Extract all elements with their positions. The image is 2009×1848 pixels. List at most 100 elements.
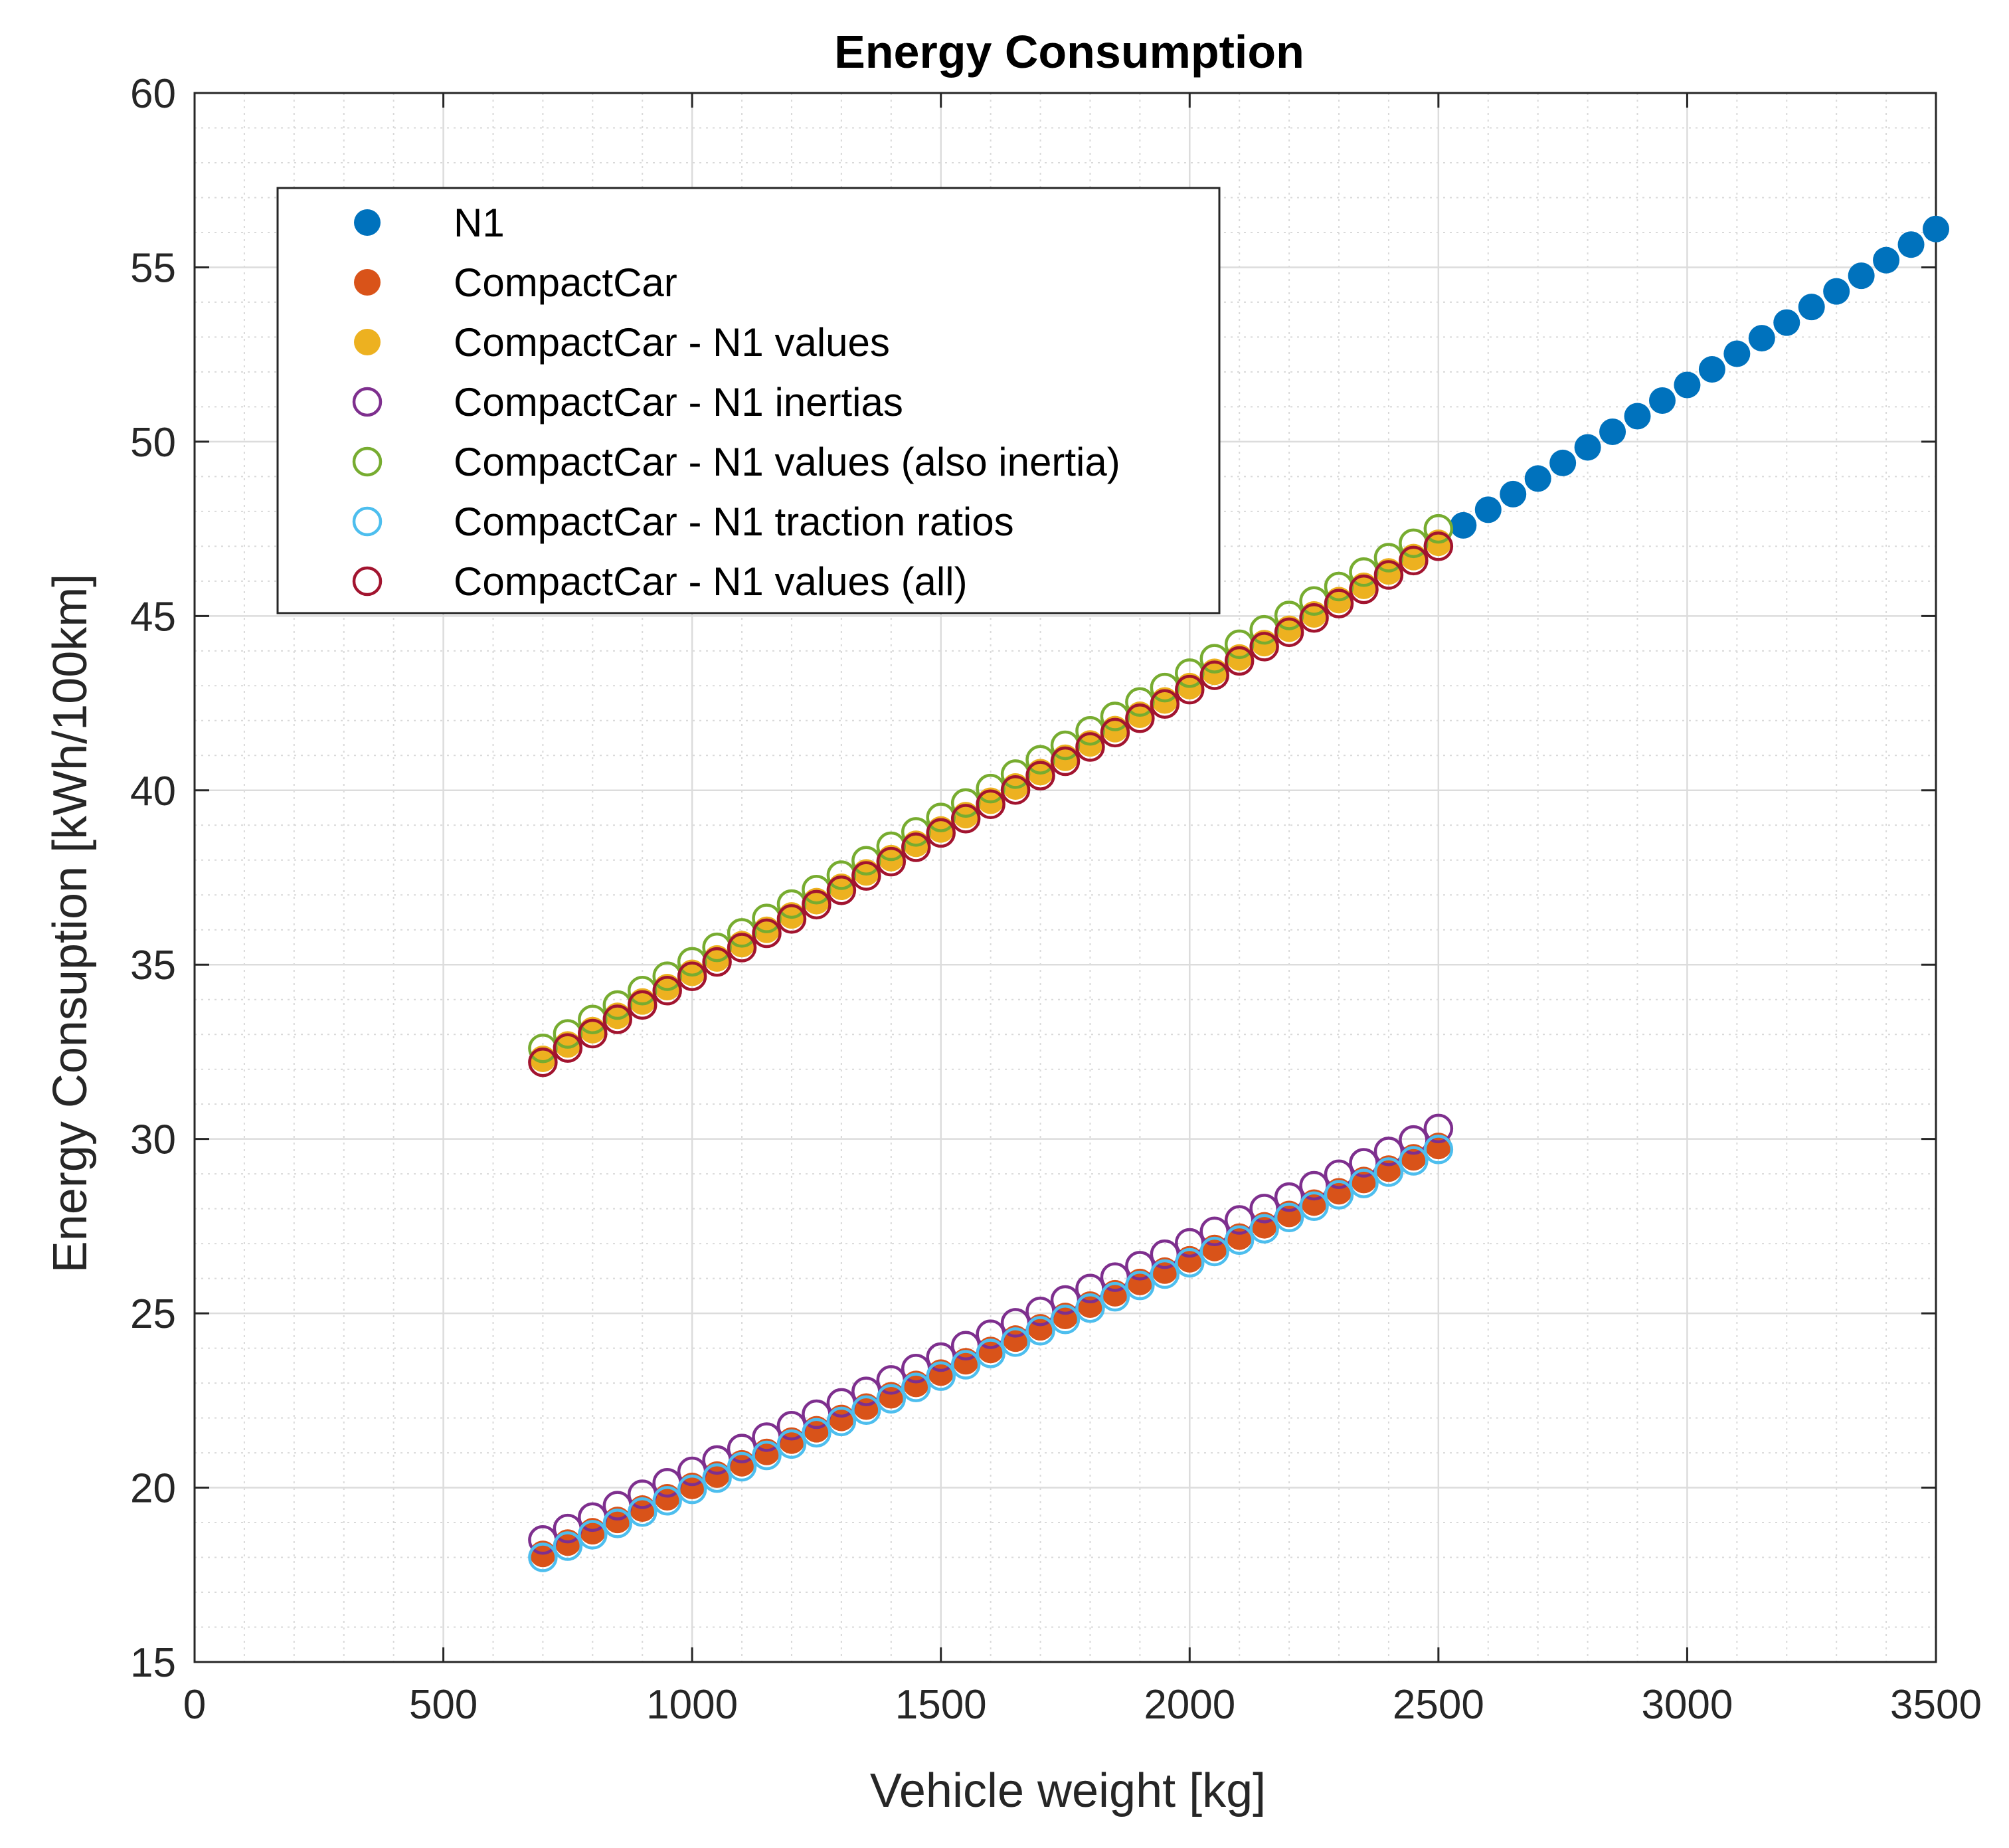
legend-label: CompactCar <box>454 260 677 305</box>
legend-marker <box>354 269 381 296</box>
data-point <box>1000 759 1031 789</box>
data-point <box>1399 1146 1429 1176</box>
legend-marker <box>352 387 383 417</box>
x-tick-label: 2500 <box>1393 1682 1484 1728</box>
data-point <box>1698 356 1725 383</box>
data-point <box>826 860 857 890</box>
data-point <box>1773 309 1800 336</box>
data-point <box>1450 511 1477 539</box>
data-point <box>776 904 807 934</box>
data-point <box>826 875 857 905</box>
data-point <box>1274 1202 1304 1233</box>
data-point <box>578 1004 608 1034</box>
y-tick-label: 35 <box>130 943 176 988</box>
data-point <box>926 802 956 832</box>
x-tick-label: 500 <box>409 1682 478 1728</box>
legend-entry: CompactCar - N1 inertias <box>352 380 903 424</box>
data-point <box>1324 1180 1354 1210</box>
data-point <box>1798 294 1825 321</box>
data-point <box>727 933 757 963</box>
x-tick-label: 3000 <box>1641 1682 1733 1728</box>
data-point <box>876 1384 907 1414</box>
data-point <box>776 1429 807 1459</box>
data-point <box>1150 672 1180 703</box>
data-point <box>553 1019 583 1049</box>
data-point <box>1125 687 1155 717</box>
data-point <box>776 889 807 919</box>
data-point <box>876 831 907 862</box>
data-point <box>1549 449 1577 476</box>
legend-label: CompactCar - N1 values (also inertia) <box>454 440 1120 484</box>
data-point <box>1075 1293 1105 1323</box>
data-point <box>926 1361 956 1391</box>
data-point <box>1100 1281 1130 1312</box>
data-point <box>1399 545 1429 576</box>
data-point <box>528 1047 558 1077</box>
data-point <box>727 918 757 948</box>
data-point <box>1299 602 1329 633</box>
legend-entry: CompactCar - N1 traction ratios <box>352 500 1014 544</box>
data-point <box>1324 589 1354 618</box>
data-point <box>851 1395 881 1426</box>
x-tick-label: 1500 <box>895 1682 987 1728</box>
data-point <box>1823 278 1850 305</box>
data-point <box>1199 660 1229 690</box>
data-point <box>1423 531 1454 561</box>
y-tick-label: 50 <box>130 420 176 466</box>
data-point <box>1050 1305 1081 1335</box>
tick-labels: 0 500 1000 1500 2000 2500 3000 3500 15 20 25 30 35 40… <box>130 71 1982 1728</box>
data-point <box>1249 632 1279 662</box>
legend-label: CompactCar - N1 values (all) <box>454 559 968 604</box>
data-point <box>976 789 1005 820</box>
data-point <box>1100 701 1130 731</box>
data-point <box>652 1485 682 1516</box>
y-tick-label: 30 <box>130 1117 176 1163</box>
data-point <box>802 889 831 920</box>
data-point <box>1000 775 1031 805</box>
data-point <box>1500 480 1527 508</box>
data-point <box>528 1542 558 1572</box>
data-point <box>950 1350 981 1380</box>
series-compactcar-n1-traction-ratios <box>528 1135 1454 1572</box>
data-point <box>702 1463 732 1493</box>
legend-entry: CompactCar <box>354 260 677 305</box>
data-point <box>652 961 682 991</box>
data-point <box>752 918 782 949</box>
data-point <box>1199 1236 1229 1267</box>
data-point <box>702 947 732 977</box>
data-point <box>627 976 657 1006</box>
data-point <box>1274 617 1304 648</box>
data-point <box>677 1474 707 1505</box>
data-point <box>1373 1137 1404 1166</box>
data-point <box>1125 703 1155 733</box>
data-point <box>752 1440 782 1471</box>
data-point <box>1199 644 1229 674</box>
data-point <box>1897 231 1925 258</box>
data-point <box>553 1531 583 1561</box>
legend-marker <box>352 566 383 597</box>
data-point <box>627 1497 657 1527</box>
data-point <box>1423 1113 1454 1144</box>
data-point <box>802 874 831 905</box>
data-point <box>901 832 931 862</box>
legend-label: N1 <box>454 201 505 245</box>
data-point <box>602 990 633 1020</box>
data-point <box>802 1418 831 1448</box>
data-point <box>901 817 931 847</box>
legend-entry: N1 <box>354 201 505 245</box>
data-point <box>1050 730 1081 761</box>
data-point <box>1349 1148 1379 1178</box>
y-axis-label: Energy Consuption [kWh/100km] <box>44 574 97 1273</box>
x-axis-label: Vehicle weight [kg] <box>870 1764 1266 1817</box>
y-tick-label: 25 <box>130 1291 176 1337</box>
data-point <box>1373 560 1404 590</box>
data-point <box>901 1372 931 1402</box>
x-tick-label: 3500 <box>1890 1682 1982 1728</box>
data-point <box>950 788 981 818</box>
data-point <box>1349 1168 1379 1198</box>
data-point <box>1224 1225 1255 1255</box>
data-point <box>702 932 732 963</box>
data-point <box>1624 403 1651 430</box>
y-tick-label: 60 <box>130 71 176 117</box>
